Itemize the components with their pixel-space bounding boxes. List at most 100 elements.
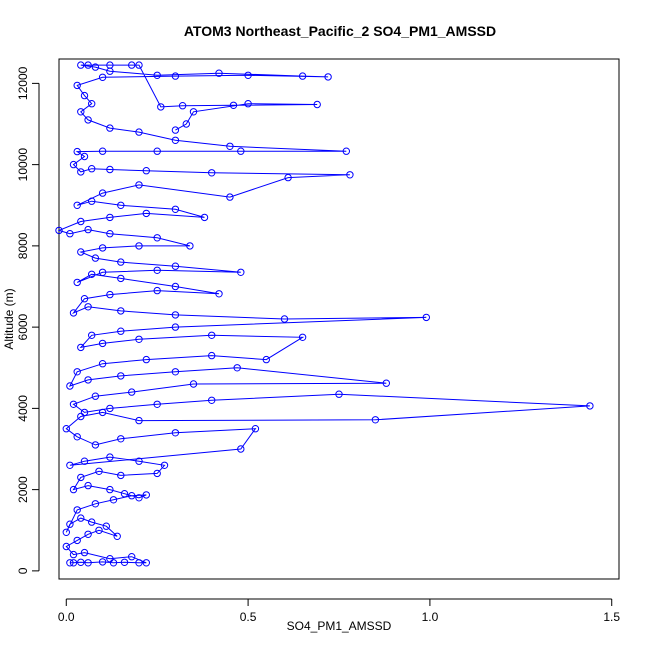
x-axis-label: SO4_PM1_AMSSD: [287, 619, 392, 633]
data-point: [73, 147, 81, 156]
y-tick-label: 4000: [16, 395, 30, 422]
data-point: [171, 311, 180, 319]
y-tick-label: 0: [16, 567, 30, 574]
data-point: [113, 532, 121, 540]
data-point: [171, 282, 180, 291]
data-point: [128, 492, 136, 500]
data-point: [69, 550, 78, 559]
data-point: [171, 205, 180, 214]
data-point: [69, 485, 78, 494]
data-point: [84, 530, 92, 538]
data-point: [142, 491, 151, 499]
data-point: [142, 355, 151, 364]
data-point: [84, 481, 92, 490]
data-point: [106, 61, 114, 69]
data-point: [142, 167, 151, 175]
data-point: [69, 160, 78, 169]
data-point: [117, 274, 125, 283]
y-tick-label: 6000: [16, 313, 30, 340]
data-point: [91, 254, 100, 262]
data-point: [153, 286, 161, 295]
data-point: [80, 91, 89, 100]
data-point: [171, 323, 180, 331]
data-point: [182, 120, 191, 128]
x-tick-label: 1.0: [422, 610, 439, 624]
data-point: [77, 248, 85, 256]
series-line: [57, 64, 590, 564]
y-axis-label: Altitude (m): [2, 288, 16, 349]
data-point: [62, 425, 71, 433]
data-point: [208, 169, 216, 177]
data-point: [342, 147, 350, 155]
data-point: [73, 433, 81, 441]
y-tick-label: 2000: [16, 476, 30, 503]
data-point: [106, 213, 114, 222]
data-point: [135, 457, 143, 465]
data-point: [226, 193, 234, 201]
x-tick-label: 1.5: [603, 610, 620, 624]
data-point: [153, 234, 161, 242]
data-point: [62, 528, 71, 536]
data-point: [80, 152, 89, 161]
data-point: [237, 268, 245, 276]
data-point: [88, 270, 96, 278]
data-point: [244, 71, 252, 80]
data-point: [208, 331, 216, 339]
data-point: [66, 461, 74, 469]
data-point: [153, 469, 161, 478]
data-point: [186, 242, 194, 250]
data-point: [298, 333, 307, 341]
data-point: [135, 181, 143, 189]
data-point: [77, 558, 85, 566]
data-point: [120, 490, 129, 498]
data-point: [157, 103, 165, 111]
data-point: [262, 355, 270, 364]
data-point: [208, 396, 216, 404]
data-point: [135, 61, 143, 69]
data-point: [109, 559, 118, 567]
data-point: [98, 244, 107, 252]
data-point: [135, 128, 143, 136]
data-point: [135, 416, 143, 425]
data-point: [208, 351, 216, 360]
data-point: [66, 382, 74, 390]
y-tick-label: 12000: [16, 66, 30, 100]
data-point: [117, 372, 125, 380]
data-point: [77, 61, 85, 69]
data-point: [98, 558, 107, 566]
data-point: [117, 327, 125, 335]
data-point: [73, 278, 81, 287]
data-point: [98, 339, 107, 348]
data-point: [77, 168, 85, 176]
data-point: [77, 473, 85, 482]
data-point: [69, 309, 78, 317]
data-point: [91, 441, 100, 449]
data-point: [171, 262, 180, 270]
data-point: [88, 331, 96, 339]
data-point: [80, 457, 89, 465]
data-point: [153, 147, 161, 155]
data-point: [128, 388, 136, 396]
data-point: [77, 217, 85, 226]
data-point: [91, 500, 100, 508]
data-point: [98, 408, 107, 417]
data-point: [98, 73, 107, 82]
data-point: [77, 412, 85, 421]
data-point: [324, 73, 332, 81]
data-point: [84, 116, 92, 124]
data-point: [117, 307, 125, 315]
data-point: [171, 429, 180, 437]
data-point: [171, 136, 180, 145]
data-point: [229, 101, 238, 110]
data-point: [69, 400, 78, 408]
data-point: [244, 100, 252, 108]
data-point: [346, 171, 354, 179]
data-point: [237, 147, 245, 155]
data-point: [95, 526, 103, 534]
data-point: [284, 173, 292, 182]
chart-title: ATOM3 Northeast_Pacific_2 SO4_PM1_AMSSD: [184, 23, 496, 39]
data-point: [98, 360, 107, 368]
data-point: [84, 303, 92, 311]
data-point: [233, 364, 241, 372]
